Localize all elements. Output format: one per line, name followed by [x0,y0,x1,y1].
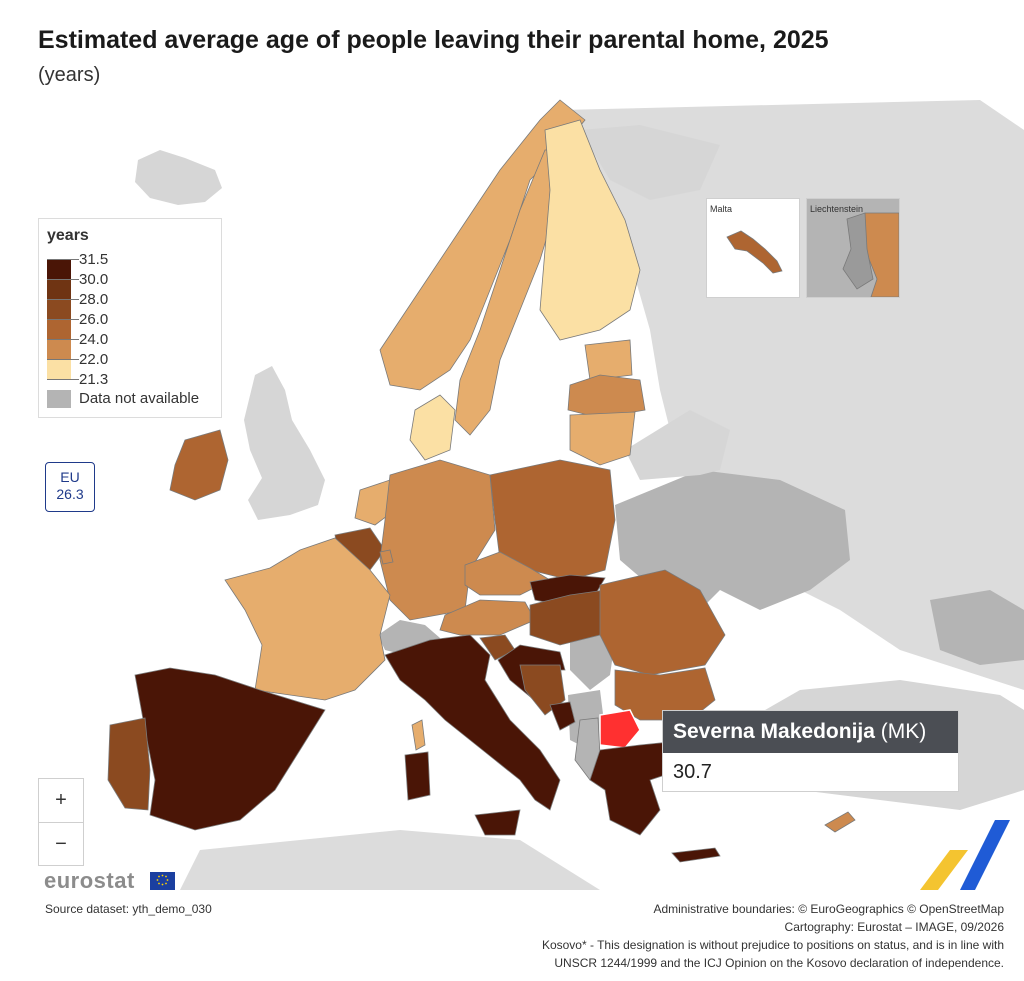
country-cyprus[interactable] [824,811,856,833]
land-russia [560,100,1024,690]
zoom-controls: + − [38,778,84,866]
map-tooltip: Severna Makedonija (MK) 30.7 [662,710,959,792]
country-lithuania[interactable] [569,411,636,466]
land-iceland [135,150,222,205]
country-estonia[interactable] [584,339,633,381]
inset-malta-label: Malta [710,204,733,214]
country-germany[interactable] [379,459,496,621]
legend-swatch-2 [47,279,71,299]
eu-badge-value: 26.3 [56,486,84,502]
map-title: Estimated average age of people leaving … [38,26,829,54]
footer-kosovo-note-1: Kosovo* - This designation is without pr… [541,938,1004,952]
country-sardinia[interactable] [404,751,431,801]
country-spain[interactable] [134,667,326,831]
land-caucasus [930,590,1024,665]
inset-liechtenstein-map [842,212,899,297]
country-crete[interactable] [671,847,721,863]
country-italy[interactable] [384,634,561,811]
inset-malta[interactable]: Malta [706,198,800,298]
footer-boundaries: Administrative boundaries: © EuroGeograp… [653,902,1004,916]
land-north-africa [180,830,600,890]
legend-title: years [47,227,89,244]
source-dataset: Source dataset: yth_demo_030 [45,902,212,916]
country-luxembourg[interactable] [379,549,394,565]
inset-malta-map [726,230,783,274]
legend-swatch-1 [47,259,71,279]
tooltip-value: 30.7 [673,761,712,783]
tooltip-country-name: Severna Makedonija [673,720,875,743]
country-denmark[interactable] [409,394,456,461]
country-corsica[interactable] [411,719,426,751]
legend-swatch-6 [47,359,71,379]
brand-stripes [920,820,1010,890]
country-portugal[interactable] [107,717,151,811]
footer-kosovo-note-2: UNSCR 1244/1999 and the ICJ Opinion on t… [554,956,1004,970]
inset-liechtenstein[interactable]: Liechtenstein [806,198,900,298]
eu-average-badge: EU 26.3 [45,462,95,512]
country-north-macedonia[interactable] [599,709,641,749]
country-sicily[interactable] [474,809,521,836]
legend-break-4: 26.0 [79,311,109,328]
country-latvia[interactable] [567,374,646,419]
zoom-in-button[interactable]: + [55,789,67,811]
legend-break-6: 22.0 [79,351,109,368]
country-finland[interactable] [539,119,641,341]
country-france[interactable] [224,537,391,701]
zoom-out-button[interactable]: − [39,822,83,865]
land-great-britain [244,366,325,520]
country-romania[interactable] [599,569,726,676]
country-montenegro[interactable] [549,701,576,731]
tooltip-country-code: (MK) [880,720,927,743]
legend-swatch-3 [47,299,71,319]
legend-break-1: 31.5 [79,251,109,268]
country-austria[interactable] [439,599,536,636]
footer-cartography: Cartography: Eurostat – IMAGE, 09/2026 [784,920,1004,934]
country-poland[interactable] [489,459,616,581]
inset-liechtenstein-label: Liechtenstein [810,204,864,214]
land-belarus [625,410,730,480]
map-legend: years 31.5 30.0 28.0 26.0 24.0 22.0 21.3… [38,218,222,418]
country-ireland[interactable] [169,429,229,501]
legend-break-2: 30.0 [79,271,109,288]
legend-na-swatch [47,390,71,408]
eurostat-logo: eurostat [44,868,135,893]
legend-swatch-4 [47,319,71,339]
eu-badge-label: EU [60,469,80,485]
legend-swatch-5 [47,339,71,359]
eu-flag-icon [150,872,175,890]
map-subtitle: (years) [38,64,101,86]
legend-break-3: 28.0 [79,291,109,308]
land-norway-finland-north [580,125,720,200]
legend-break-5: 24.0 [79,331,109,348]
legend-na-label: Data not available [79,390,200,407]
legend-break-7: 21.3 [79,371,109,388]
tooltip-header: Severna Makedonija (MK) [663,711,958,753]
